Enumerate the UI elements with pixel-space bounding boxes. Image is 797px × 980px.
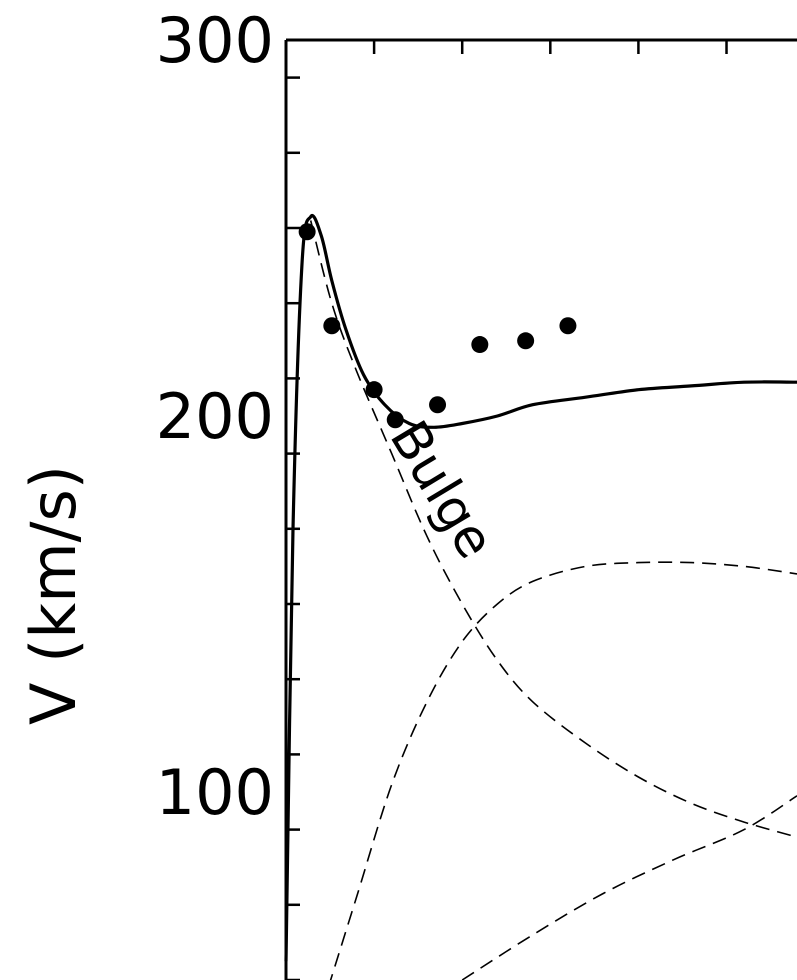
component-line-2 — [329, 561, 797, 980]
data-point — [386, 411, 404, 429]
plot-axes — [284, 38, 797, 980]
bulge-annotation: Bulge — [378, 411, 506, 569]
data-point — [323, 317, 341, 335]
data-point — [559, 317, 577, 335]
data-point — [298, 223, 316, 241]
tick-labels: 100 200 300 — [156, 4, 274, 829]
data-point — [429, 396, 447, 414]
component-line-3 — [461, 795, 797, 980]
bulge-component-line — [309, 220, 797, 838]
y-axis-label: V (km/s) — [17, 465, 90, 725]
data-point — [471, 336, 489, 354]
y-tick-label: 200 — [156, 380, 274, 453]
y-tick-label: 100 — [156, 756, 274, 829]
y-tick-label: 300 — [156, 4, 274, 77]
plot-curves — [284, 214, 797, 980]
data-point — [517, 332, 535, 350]
data-point — [365, 381, 383, 399]
plot-points — [298, 223, 577, 429]
total-model-line — [284, 214, 797, 962]
